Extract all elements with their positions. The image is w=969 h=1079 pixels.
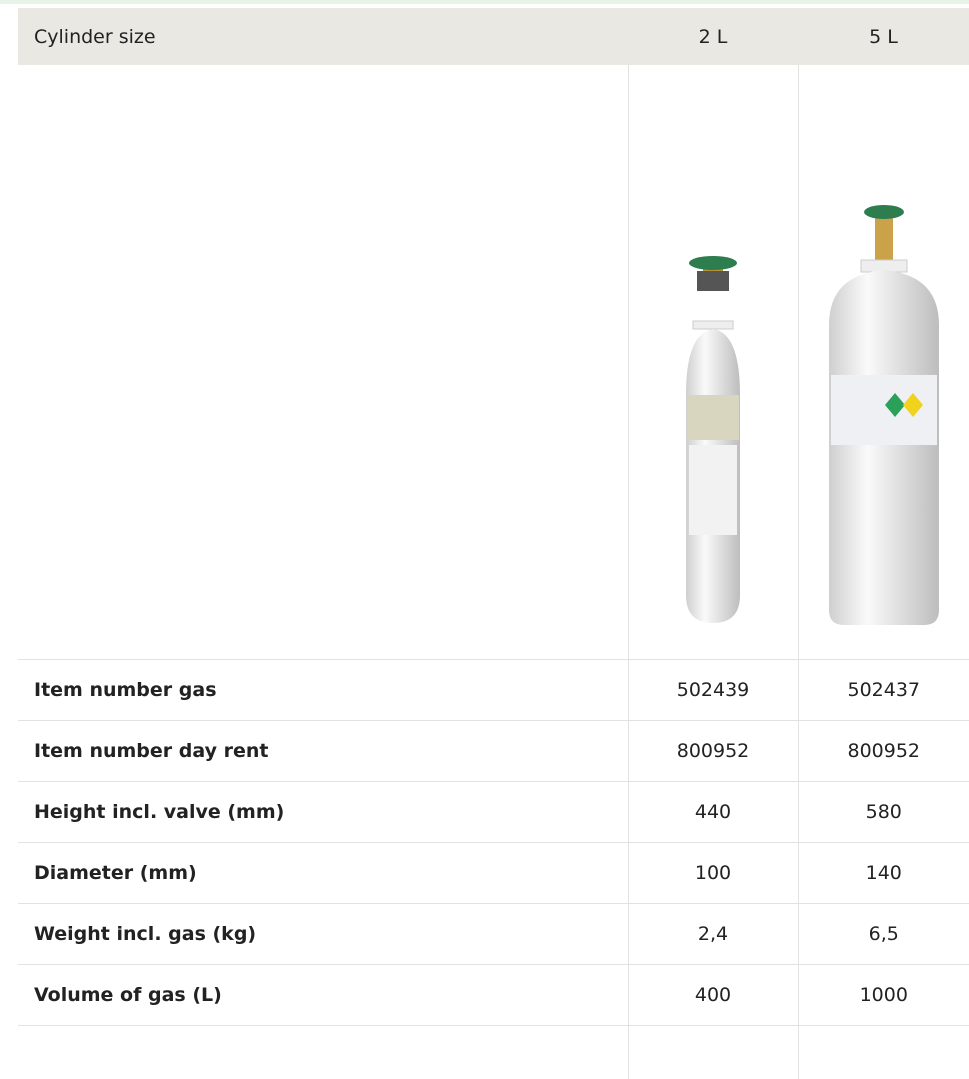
value-cell: 440 <box>628 782 798 843</box>
row-label: Item number day rent <box>18 721 628 782</box>
table-body: Cylinder size 2 L 5 L <box>18 8 969 1079</box>
value-cell: 400 <box>628 965 798 1026</box>
value-cell: 2,4 <box>628 904 798 965</box>
image-cell <box>798 65 969 660</box>
image-row <box>18 65 969 660</box>
header-cell: 2 L <box>628 8 798 65</box>
row-label: Weight incl. gas (kg) <box>18 904 628 965</box>
spec-table: Cylinder size 2 L 5 L <box>18 8 969 1079</box>
row-label: Height incl. valve (mm) <box>18 782 628 843</box>
header-cell: Cylinder size <box>18 8 628 65</box>
empty-cell <box>798 1026 969 1079</box>
value-cell: 140 <box>798 843 969 904</box>
value-cell: 580 <box>798 782 969 843</box>
value-cell: 6,5 <box>798 904 969 965</box>
top-border <box>0 0 969 4</box>
value-cell: 100 <box>628 843 798 904</box>
value-cell: 800952 <box>628 721 798 782</box>
row-label: Diameter (mm) <box>18 843 628 904</box>
cylinder-5l-image <box>799 65 969 654</box>
header-row: Cylinder size 2 L 5 L <box>18 8 969 65</box>
row-label: Volume of gas (L) <box>18 965 628 1026</box>
empty-cell <box>628 1026 798 1079</box>
row-label: Item number gas <box>18 660 628 721</box>
value-cell: 800952 <box>798 721 969 782</box>
empty-row <box>18 1026 969 1079</box>
value-cell: 502439 <box>628 660 798 721</box>
value-cell: 502437 <box>798 660 969 721</box>
empty-cell <box>18 1026 628 1079</box>
value-cell: 1000 <box>798 965 969 1026</box>
page: Cylinder size 2 L 5 L <box>0 0 969 1073</box>
empty-cell <box>18 65 628 660</box>
header-cell: 5 L <box>798 8 969 65</box>
image-cell <box>628 65 798 660</box>
cylinder-2l-image <box>629 65 798 654</box>
